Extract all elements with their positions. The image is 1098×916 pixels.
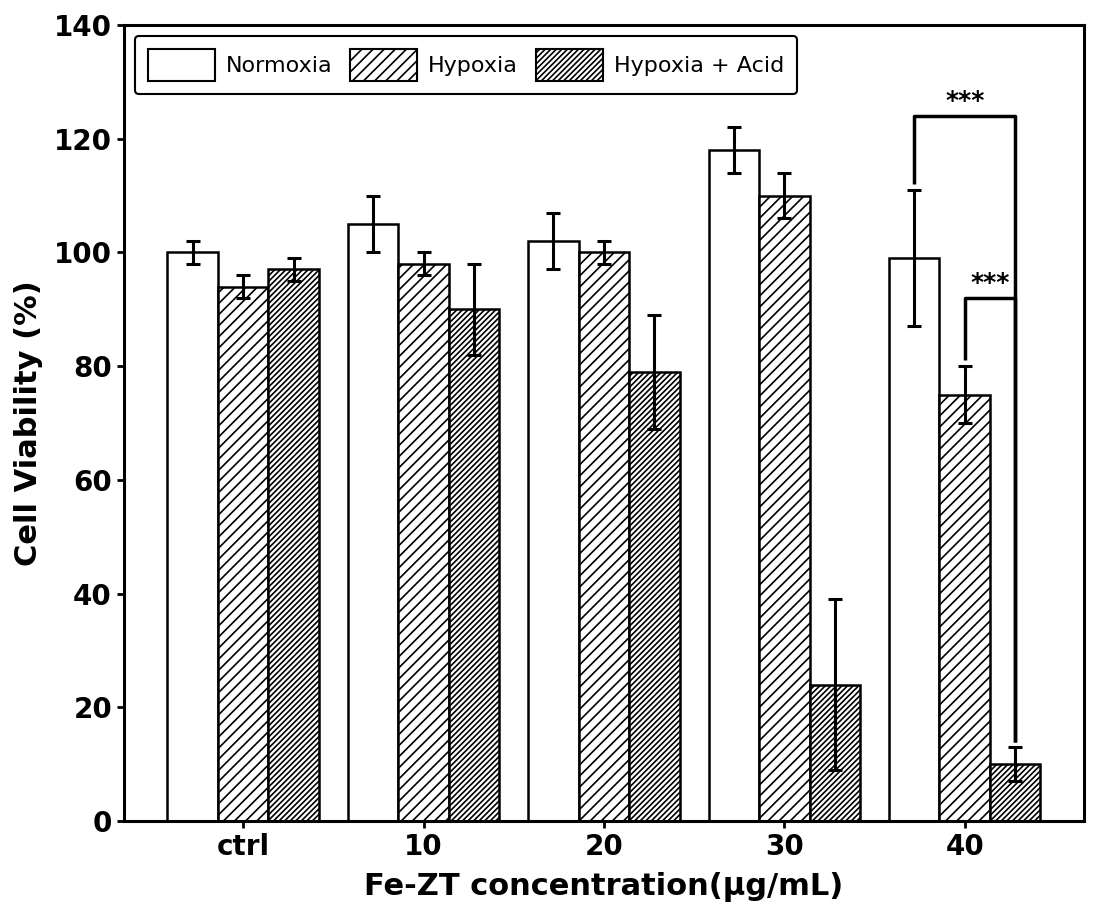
Bar <box>889 258 940 822</box>
Bar <box>219 287 269 822</box>
Bar <box>809 684 860 822</box>
Bar <box>708 150 759 822</box>
X-axis label: Fe-ZT concentration(μg/mL): Fe-ZT concentration(μg/mL) <box>365 872 843 902</box>
Bar <box>348 224 399 822</box>
Bar <box>759 195 809 822</box>
Bar <box>528 241 579 822</box>
Legend: Normoxia, Hypoxia, Hypoxia + Acid: Normoxia, Hypoxia, Hypoxia + Acid <box>135 36 797 94</box>
Y-axis label: Cell Viability (%): Cell Viability (%) <box>14 280 43 566</box>
Text: ***: *** <box>971 271 1010 295</box>
Bar <box>269 269 320 822</box>
Bar <box>168 253 219 822</box>
Bar <box>990 764 1041 822</box>
Bar <box>449 310 500 822</box>
Text: ***: *** <box>945 89 985 113</box>
Bar <box>399 264 449 822</box>
Bar <box>629 372 680 822</box>
Bar <box>940 395 990 822</box>
Bar <box>579 253 629 822</box>
